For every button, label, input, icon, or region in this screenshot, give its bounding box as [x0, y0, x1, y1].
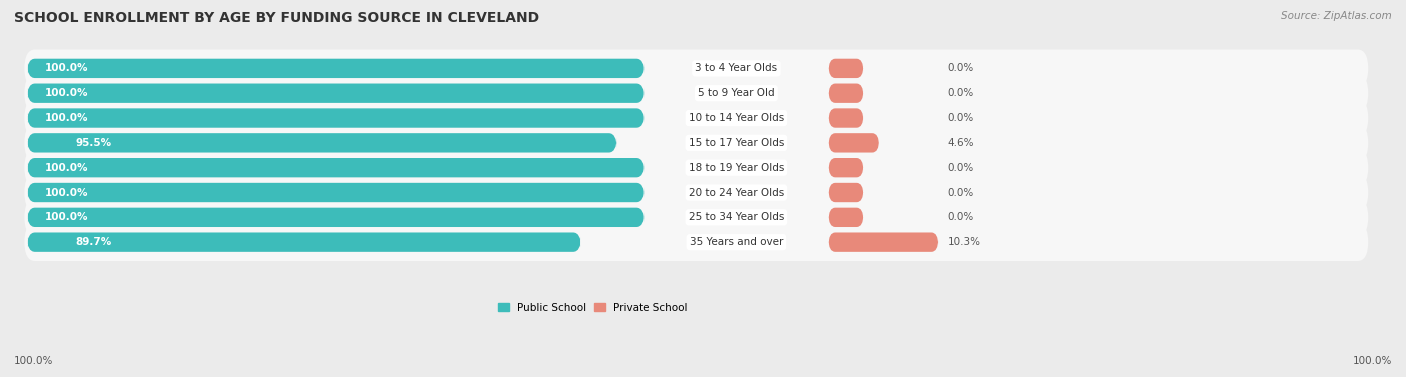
FancyBboxPatch shape	[828, 183, 863, 202]
Text: 0.0%: 0.0%	[948, 163, 974, 173]
FancyBboxPatch shape	[828, 158, 863, 177]
Text: 0.0%: 0.0%	[948, 187, 974, 198]
Text: 100.0%: 100.0%	[14, 356, 53, 366]
Text: 4.6%: 4.6%	[948, 138, 974, 148]
FancyBboxPatch shape	[27, 108, 644, 128]
Text: 3 to 4 Year Olds: 3 to 4 Year Olds	[696, 63, 778, 74]
FancyBboxPatch shape	[828, 59, 863, 78]
Text: 20 to 24 Year Olds: 20 to 24 Year Olds	[689, 187, 785, 198]
FancyBboxPatch shape	[24, 198, 1368, 236]
FancyBboxPatch shape	[24, 174, 1368, 211]
Text: 10 to 14 Year Olds: 10 to 14 Year Olds	[689, 113, 785, 123]
FancyBboxPatch shape	[828, 108, 863, 128]
Text: 15 to 17 Year Olds: 15 to 17 Year Olds	[689, 138, 785, 148]
FancyBboxPatch shape	[27, 84, 644, 103]
FancyBboxPatch shape	[27, 133, 617, 153]
Text: 25 to 34 Year Olds: 25 to 34 Year Olds	[689, 212, 785, 222]
Text: 18 to 19 Year Olds: 18 to 19 Year Olds	[689, 163, 785, 173]
FancyBboxPatch shape	[828, 208, 863, 227]
Text: 10.3%: 10.3%	[948, 237, 980, 247]
Text: 100.0%: 100.0%	[45, 212, 89, 222]
FancyBboxPatch shape	[24, 49, 1368, 87]
FancyBboxPatch shape	[828, 233, 938, 252]
Text: 35 Years and over: 35 Years and over	[690, 237, 783, 247]
Legend: Public School, Private School: Public School, Private School	[498, 303, 688, 313]
Text: 100.0%: 100.0%	[45, 113, 89, 123]
Text: 89.7%: 89.7%	[75, 237, 111, 247]
FancyBboxPatch shape	[24, 124, 1368, 162]
Text: 100.0%: 100.0%	[45, 163, 89, 173]
FancyBboxPatch shape	[27, 208, 644, 227]
Text: 0.0%: 0.0%	[948, 88, 974, 98]
FancyBboxPatch shape	[24, 223, 1368, 261]
Text: 100.0%: 100.0%	[1353, 356, 1392, 366]
Text: SCHOOL ENROLLMENT BY AGE BY FUNDING SOURCE IN CLEVELAND: SCHOOL ENROLLMENT BY AGE BY FUNDING SOUR…	[14, 11, 538, 25]
FancyBboxPatch shape	[27, 183, 644, 202]
Text: 95.5%: 95.5%	[75, 138, 111, 148]
FancyBboxPatch shape	[828, 133, 879, 153]
Text: 100.0%: 100.0%	[45, 63, 89, 74]
FancyBboxPatch shape	[27, 59, 644, 78]
Text: 100.0%: 100.0%	[45, 88, 89, 98]
Text: 0.0%: 0.0%	[948, 212, 974, 222]
FancyBboxPatch shape	[27, 158, 644, 177]
Text: 100.0%: 100.0%	[45, 187, 89, 198]
Text: 0.0%: 0.0%	[948, 113, 974, 123]
Text: Source: ZipAtlas.com: Source: ZipAtlas.com	[1281, 11, 1392, 21]
FancyBboxPatch shape	[27, 233, 581, 252]
Text: 5 to 9 Year Old: 5 to 9 Year Old	[699, 88, 775, 98]
FancyBboxPatch shape	[24, 149, 1368, 187]
FancyBboxPatch shape	[24, 99, 1368, 137]
Text: 0.0%: 0.0%	[948, 63, 974, 74]
FancyBboxPatch shape	[828, 84, 863, 103]
FancyBboxPatch shape	[24, 74, 1368, 112]
